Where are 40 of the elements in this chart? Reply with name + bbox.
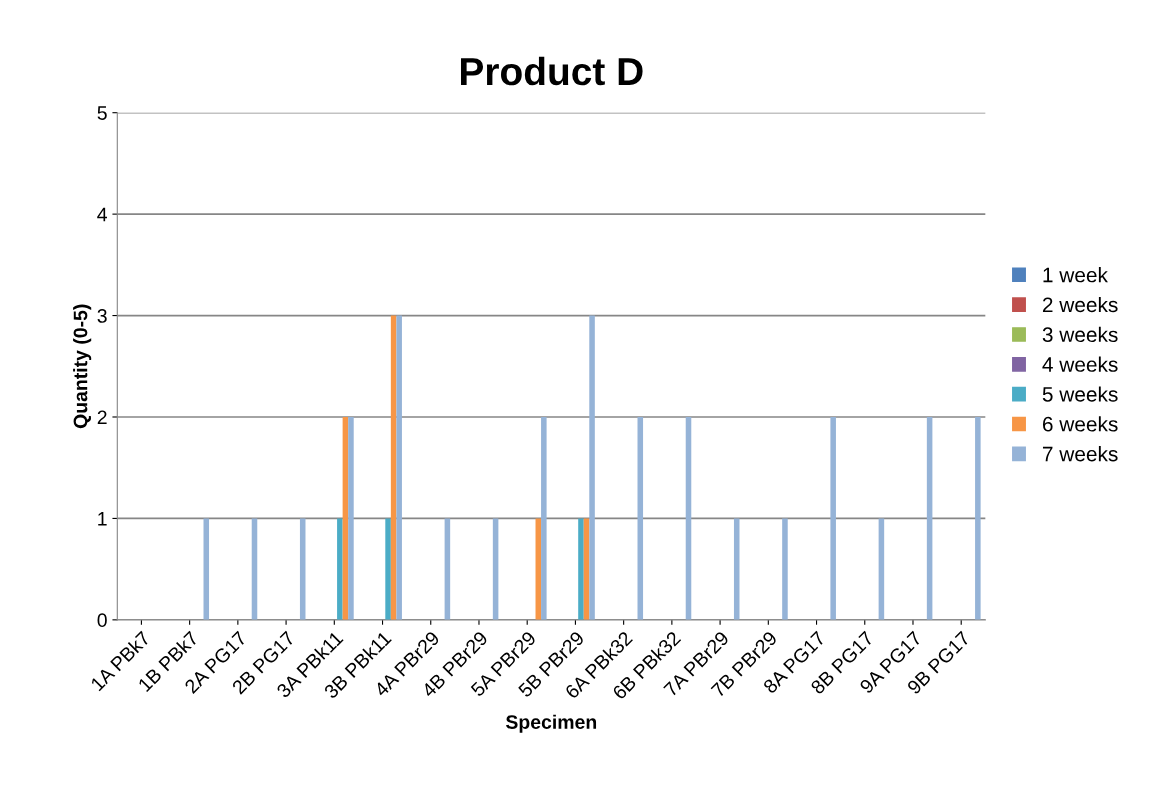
bar	[348, 416, 354, 620]
bar	[589, 315, 595, 620]
bar	[203, 518, 210, 620]
bar	[926, 416, 933, 620]
bar	[878, 518, 885, 620]
bar	[535, 518, 542, 620]
bar	[385, 518, 391, 620]
bar	[733, 518, 740, 620]
bar	[830, 416, 836, 620]
bar	[782, 518, 788, 620]
bar	[578, 518, 584, 620]
y-tick-label: 3	[97, 309, 107, 323]
bar	[390, 315, 397, 620]
y-tick-label: 0	[97, 613, 107, 628]
legend-label: 4 weeks	[1042, 356, 1118, 372]
bar	[396, 315, 402, 620]
legend-label: 7 weeks	[1042, 446, 1118, 462]
bar	[583, 518, 590, 620]
bar	[975, 416, 981, 620]
y-tick-label: 5	[97, 106, 107, 120]
y-tick-label: 4	[97, 207, 108, 222]
bar	[685, 416, 692, 620]
bar	[299, 518, 306, 620]
bar	[541, 416, 547, 620]
legend-label: 2 weeks	[1042, 296, 1118, 313]
bar	[444, 518, 451, 620]
y-tick-label: 1	[98, 512, 107, 526]
x-axis-title: Specimen	[505, 714, 597, 733]
y-axis-title: Quantity (0-5)	[73, 304, 92, 429]
legend-label: 3 weeks	[1042, 326, 1118, 343]
bar	[492, 518, 499, 620]
y-tick-label: 2	[97, 410, 107, 425]
legend-label: 1 week	[1043, 267, 1108, 283]
legend-label: 6 weeks	[1042, 416, 1118, 432]
bar	[251, 518, 258, 620]
chart-title: Product D	[461, 56, 643, 86]
legend-label: 5 weeks	[1042, 386, 1118, 402]
bar	[637, 416, 644, 620]
bar	[342, 416, 349, 620]
bar	[337, 518, 343, 620]
